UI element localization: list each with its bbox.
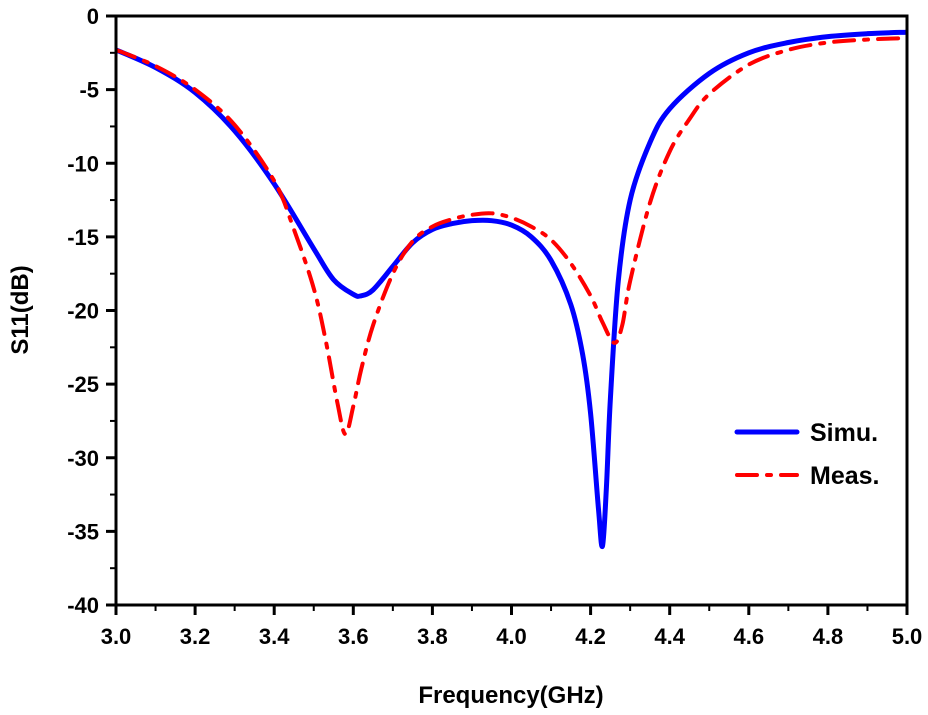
x-tick-label: 4.8 [813, 624, 844, 649]
x-tick-label: 5.0 [892, 624, 923, 649]
x-tick-label: 3.4 [259, 624, 290, 649]
axes [114, 14, 909, 607]
x-tick-label: 4.4 [654, 624, 685, 649]
series-line-meas [116, 36, 907, 437]
series-layer [116, 29, 907, 549]
x-tick-label: 3.2 [180, 624, 211, 649]
y-tick-label: -10 [67, 151, 99, 176]
series-line-simu [116, 29, 907, 549]
x-tick-label: 4.6 [734, 624, 765, 649]
x-tick-label: 3.0 [101, 624, 132, 649]
x-axis-label: Frequency(GHz) [418, 682, 603, 709]
y-tick-label: -15 [67, 225, 99, 250]
y-axis-label: S11(dB) [7, 265, 34, 354]
y-tick-label: -35 [67, 519, 99, 544]
ticks: 3.0 3.2 3.4 3.6 3.8 4.0 4.2 4.4 4.6 4.8 5.0 0 -5 -10 -… [67, 4, 922, 649]
legend-label-meas: Meas. [810, 462, 879, 490]
y-tick-label: 0 [87, 4, 99, 29]
legend: Simu. Meas. [734, 419, 879, 490]
x-tick-label: 3.6 [338, 624, 369, 649]
x-tick-label: 4.0 [496, 624, 527, 649]
plot-frame [114, 14, 909, 607]
y-tick-label: -30 [67, 446, 99, 471]
y-tick-label: -5 [79, 78, 99, 103]
x-tick-label: 4.2 [575, 624, 606, 649]
y-tick-label: -20 [67, 299, 99, 324]
y-tick-label: -25 [67, 372, 99, 397]
x-tick-label: 3.8 [417, 624, 448, 649]
legend-label-simu: Simu. [810, 419, 878, 447]
y-tick-label: -40 [67, 593, 99, 618]
